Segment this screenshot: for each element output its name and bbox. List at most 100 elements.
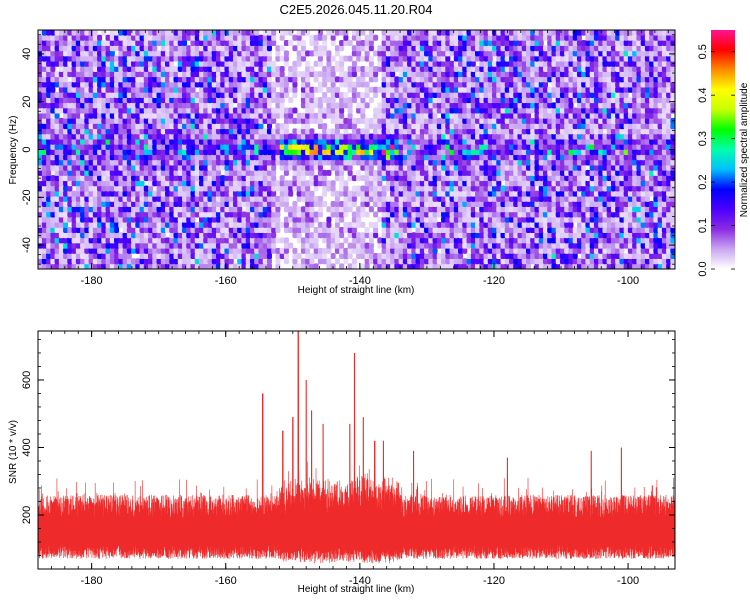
spectrogram-cell [92,159,98,166]
spectrogram-cell [75,221,81,228]
spectrogram-cell [105,133,111,140]
spectrogram-cell [67,123,73,130]
spectrogram-cell [373,71,379,78]
spectrogram-cell [80,34,86,41]
spectrogram-cell [135,76,141,83]
spectrogram-cell [46,216,52,223]
spectrogram-cell [50,107,56,114]
spectrogram-cell [165,143,171,150]
spectrogram-cell [177,149,183,156]
spectrogram-cell [126,180,132,187]
spectrogram-cell [71,175,77,182]
spectrogram-cell [173,190,179,197]
spectrogram-cell [152,232,158,239]
spectrogram-cell [173,55,179,62]
spectrogram-cell [173,258,179,265]
spectrogram-cell [67,34,73,41]
spectrogram-cell [122,227,128,234]
spectrogram-cell [114,154,120,161]
spectrogram-cell [97,247,103,254]
spectrogram-cell [118,242,124,249]
spectrogram-cell [118,211,124,218]
spectrogram-cell [330,180,336,187]
spectrogram-cell [122,143,128,150]
spectrogram-cell [88,164,94,171]
spectrogram-cell [50,175,56,182]
spectrogram-cell [105,143,111,150]
spectrogram-cell [160,206,166,213]
spectrogram-cell [135,102,141,109]
spectrogram-cell [160,55,166,62]
spectrogram-cell [46,237,52,244]
spectrogram-cell [58,175,64,182]
spectrogram-cell [322,175,328,182]
spectrogram-cell [84,232,90,239]
spectrogram-cell [105,180,111,187]
spectrogram-cell [131,164,137,171]
spectrogram-cell [181,169,188,176]
spectrogram-cell [165,190,171,197]
spectrogram-cell [139,216,145,223]
spectrogram-cell [114,102,120,109]
spectrogram-cell [109,76,115,83]
spectrogram-cell [118,190,124,197]
spectrogram-cell [160,216,166,223]
spectrogram-cell [75,216,81,223]
spectrogram-cell [143,138,149,145]
spectrogram-cell [143,232,149,239]
spectrogram-cell [84,76,90,83]
spectrogram-cell [63,133,69,140]
spectrogram-cell [160,164,166,171]
spectrogram-cell [54,237,60,244]
spectrogram-cell [169,211,175,218]
spectrogram-cell [50,253,56,260]
spectrogram-cell [131,247,137,254]
spectrogram-cell [317,195,323,202]
spectrogram-cell [114,227,120,234]
spectrogram-cell [97,216,103,223]
spectrogram-cell [38,227,43,234]
spectrogram-cell [63,237,69,244]
spectrogram-cell [88,169,94,176]
spectrogram-cell [118,185,124,192]
spectrogram-cell [122,185,128,192]
spectrogram-cell [122,216,128,223]
spectrogram-cell [46,50,52,57]
spectrogram-cell [139,123,145,130]
spectrogram-cell [126,65,132,72]
spectrogram-cell [275,50,281,57]
spectrogram-cell [139,107,145,114]
spectrogram-cell [109,237,115,244]
spectrogram-cell [152,30,158,36]
spectrogram-cell [165,258,171,265]
spectrogram-cell [114,169,120,176]
spectrogram-cell [173,112,179,119]
spectrogram-cell [351,195,357,202]
spectrogram-cell [135,45,141,52]
spectrogram-cell [258,123,264,130]
spectrogram-cell [156,71,162,78]
spectrogram-cell [58,195,64,202]
spectrogram-cell [46,143,52,150]
spectrogram-cell [181,86,188,93]
spectrogram-cell [126,86,132,93]
spectrogram-cell [80,60,86,67]
spectrogram-cell [92,185,98,192]
spectrogram-cell [148,71,154,78]
spectrogram-cell [156,81,162,88]
spectrogram-cell [88,91,94,98]
spectrogram-cell [41,242,47,249]
spectrogram-cell [271,190,277,197]
spectrogram-cell [114,216,120,223]
spectrogram-cell [97,175,103,182]
spectrogram-cell [101,237,107,244]
spectrogram-cell [317,60,323,67]
spectrogram-cell [339,169,345,176]
spectrogram-cell [92,55,98,62]
spectrogram-cell [445,55,451,62]
spectrogram-cell [364,81,370,88]
spectrogram-cell [160,91,166,98]
spectrogram-cell [160,175,166,182]
spectrogram-cell [54,34,60,41]
spectrogram-cell [148,97,154,104]
